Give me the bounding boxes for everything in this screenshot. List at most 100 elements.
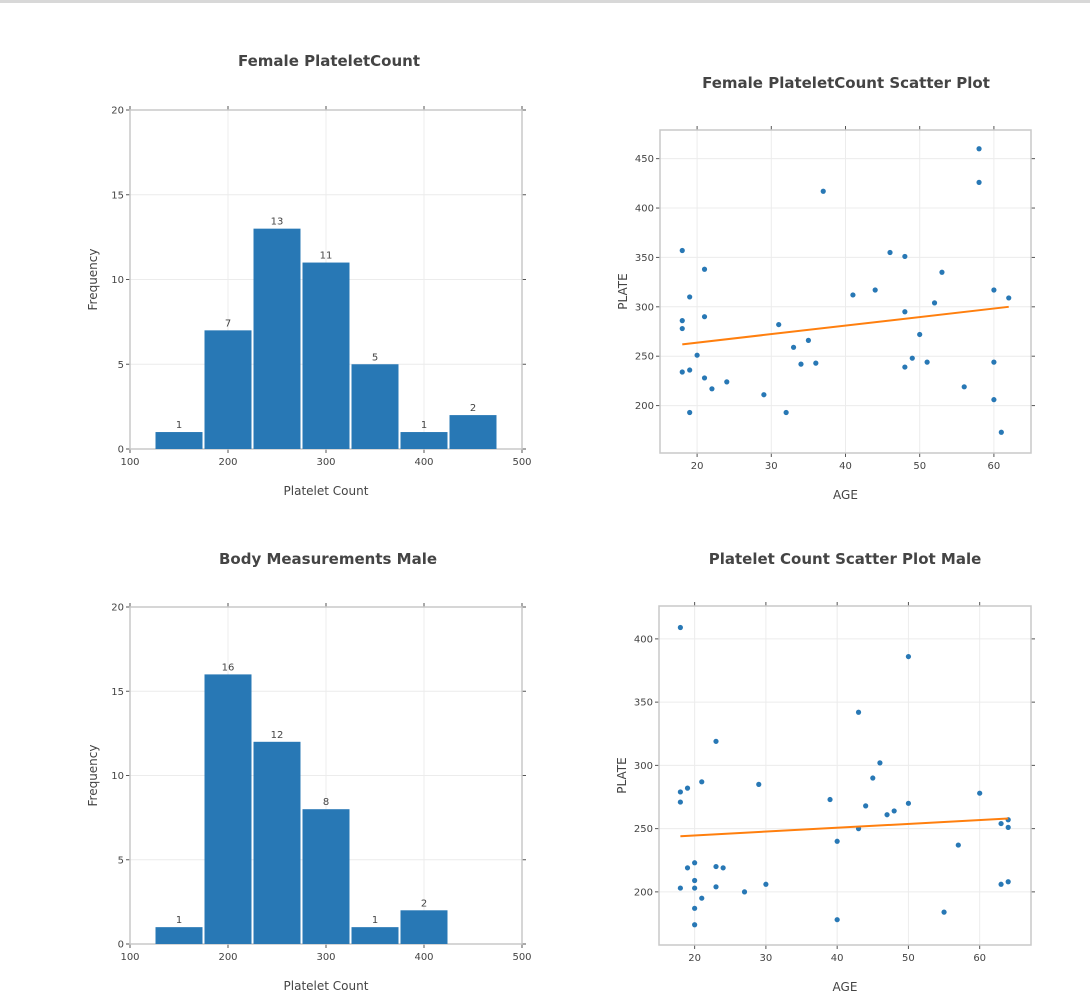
scatter-point: [902, 364, 908, 370]
scatter-point: [692, 860, 698, 866]
scatter-point: [977, 790, 983, 796]
y-tick-label: 20: [111, 106, 124, 117]
scatter-point: [701, 375, 708, 381]
y-tick-label: 400: [635, 204, 654, 215]
x-tick-label: 500: [512, 952, 531, 963]
x-tick-label: 500: [512, 457, 531, 468]
scatter-point: [677, 789, 683, 795]
x-tick-label: 100: [120, 457, 139, 468]
bar-data-label: 11: [320, 251, 333, 262]
scatter-point: [677, 624, 683, 631]
y-tick-label: 5: [118, 855, 124, 866]
scatter-point: [905, 653, 912, 660]
scatter-point: [776, 321, 782, 328]
scatter-point: [761, 392, 767, 398]
histogram-bar: [400, 432, 448, 449]
scatter-point: [834, 917, 840, 923]
y-tick-label: 0: [118, 445, 124, 456]
x-tick-label: 30: [765, 461, 778, 472]
scatter-point: [679, 247, 685, 254]
y-tick-label: 350: [634, 698, 653, 709]
x-axis-label: Platelet Count: [284, 979, 369, 993]
scatter-point: [790, 344, 797, 350]
x-tick-label: 400: [414, 457, 433, 468]
bar-data-label: 7: [225, 318, 231, 329]
y-tick-label: 200: [635, 401, 654, 412]
scatter-point: [713, 884, 719, 890]
scatter-point: [998, 881, 1004, 887]
scatter-point: [679, 318, 685, 324]
y-tick-label: 250: [635, 352, 654, 363]
x-tick-label: 200: [218, 952, 237, 963]
bar-data-label: 2: [470, 403, 476, 414]
scatter-point: [855, 709, 862, 715]
scatter-point: [713, 863, 719, 870]
scatter-point: [976, 146, 982, 152]
scatter-point: [941, 909, 947, 915]
scatter-point: [961, 384, 967, 390]
scatter-point: [692, 905, 698, 911]
scatter-point: [1005, 879, 1011, 885]
bar-data-label: 1: [176, 420, 182, 431]
x-axis-label: AGE: [833, 488, 858, 502]
y-tick-label: 300: [635, 302, 654, 313]
scatter-point: [720, 865, 726, 871]
bar-data-label: 1: [421, 420, 427, 431]
scatter-point: [687, 294, 693, 300]
scatter-point: [891, 808, 897, 814]
scatter-point: [699, 779, 705, 785]
scatter-point: [805, 337, 812, 343]
regression-line: [680, 817, 1009, 838]
scatter-point: [677, 885, 683, 891]
histogram-bar: [449, 415, 497, 449]
x-tick-label: 400: [414, 952, 433, 963]
x-tick-label: 40: [839, 461, 852, 472]
scatter-point: [820, 188, 826, 194]
scatter-point: [763, 881, 769, 887]
scatter-point: [692, 922, 698, 928]
x-tick-label: 300: [316, 952, 335, 963]
y-tick-label: 15: [111, 190, 124, 201]
scatter-point: [991, 397, 997, 403]
scatter-point: [955, 842, 961, 848]
scatter-point: [998, 820, 1004, 827]
chart-title: Female PlateletCount: [238, 52, 420, 70]
scatter-point: [677, 799, 683, 805]
scatter-point: [709, 386, 715, 392]
top-border: [0, 0, 1090, 3]
scatter-point: [692, 885, 698, 891]
plot-frame: [659, 129, 1032, 454]
histogram-bar: [253, 741, 301, 944]
y-tick-label: 10: [111, 275, 124, 286]
y-tick-label: 15: [111, 687, 124, 698]
bar-data-label: 12: [271, 730, 284, 741]
chart-title: Female PlateletCount Scatter Plot: [702, 74, 990, 92]
scatter-point: [870, 775, 876, 781]
bar-data-label: 1: [372, 915, 378, 926]
y-tick-label: 200: [634, 887, 653, 898]
bar-data-label: 2: [421, 898, 427, 909]
scatter-point: [684, 865, 691, 871]
x-tick-label: 50: [902, 953, 915, 964]
scatter-point: [701, 314, 708, 320]
scatter-point: [939, 269, 945, 275]
bar-data-label: 5: [372, 352, 378, 363]
scatter-point: [684, 785, 691, 791]
histogram-bar: [155, 927, 203, 944]
scatter-point: [679, 369, 685, 375]
chart-2: Female PlateletCount Scatter Plot 20 30 40 5…: [616, 74, 1035, 502]
x-axis-label: AGE: [833, 980, 858, 994]
y-tick-label: 250: [634, 824, 653, 835]
scatter-point: [756, 781, 762, 787]
scatter-point: [827, 796, 833, 803]
plot-frame: [658, 605, 1032, 946]
histogram-bar: [155, 432, 203, 449]
scatter-point: [902, 309, 908, 315]
bar-data-label: 13: [271, 217, 284, 228]
scatter-point: [699, 895, 705, 901]
scatter-point: [884, 812, 890, 818]
x-axis-label: Platelet Count: [284, 484, 369, 498]
x-tick-label: 60: [988, 461, 1001, 472]
scatter-point: [741, 889, 748, 895]
